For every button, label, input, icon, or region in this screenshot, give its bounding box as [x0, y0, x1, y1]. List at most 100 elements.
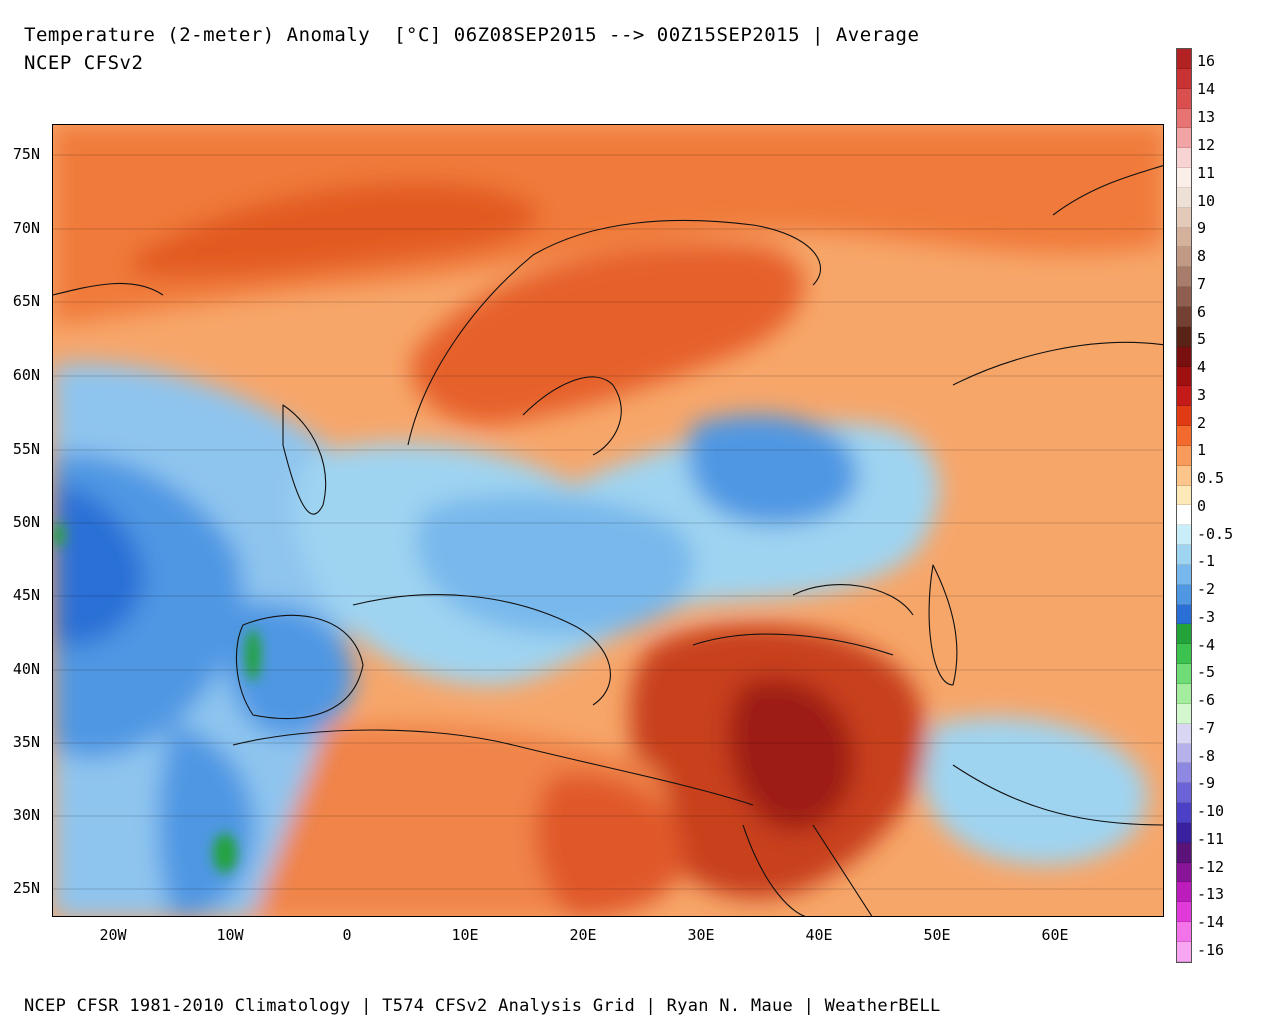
colorbar-label: 4: [1197, 358, 1207, 376]
lon-label-10e: 10E: [451, 926, 479, 944]
colorbar-swatch: [1177, 564, 1191, 585]
model-name: NCEP CFSv2: [24, 52, 144, 74]
chart-title: Temperature (2-meter) Anomaly [°C] 06Z08…: [24, 24, 920, 46]
colorbar-swatch: [1177, 247, 1191, 268]
colorbar-swatch: [1177, 406, 1191, 427]
colorbar-label: -2: [1197, 580, 1216, 598]
lat-label-75n: 75N: [12, 145, 40, 163]
colorbar-label: -5: [1197, 663, 1216, 681]
colorbar-swatch: [1177, 465, 1191, 486]
lat-label-30n: 30N: [12, 806, 40, 824]
colorbar-swatch: [1177, 644, 1191, 665]
colorbar-label: 1: [1197, 441, 1207, 459]
colorbar-label: -8: [1197, 747, 1216, 765]
colorbar-swatch: [1177, 664, 1191, 684]
lon-label-60e: 60E: [1041, 926, 1069, 944]
colorbar-swatch: [1177, 187, 1191, 208]
colorbar-label: -3: [1197, 608, 1216, 626]
north-africa-coast: [232, 729, 754, 806]
lon-label-30e: 30E: [687, 926, 715, 944]
colorbar-swatch: [1177, 49, 1191, 69]
colorbar-label: 7: [1197, 275, 1207, 293]
colorbar-label: 12: [1197, 136, 1216, 154]
colorbar-swatch: [1177, 168, 1191, 188]
colorbar-label: -7: [1197, 719, 1216, 737]
colorbar-swatch: [1177, 803, 1191, 823]
colorbar-swatch: [1177, 227, 1191, 248]
colorbar-swatch: [1177, 485, 1191, 506]
lat-label-55n: 55N: [12, 440, 40, 458]
colorbar-label: -1: [1197, 552, 1216, 570]
colorbar-swatch: [1177, 366, 1191, 387]
colorbar-label: -13: [1197, 885, 1225, 903]
colorbar-swatch: [1177, 207, 1191, 228]
lat-label-70n: 70N: [12, 219, 40, 237]
colorbar-swatch: [1177, 763, 1191, 784]
colorbar-label: -11: [1197, 830, 1225, 848]
med-north-coast: [352, 594, 611, 706]
colorbar-label: 2: [1197, 414, 1207, 432]
lon-label-50e: 50E: [923, 926, 951, 944]
colorbar-label: -14: [1197, 913, 1225, 931]
colorbar-swatch: [1177, 743, 1191, 764]
lat-label-65n: 65N: [12, 292, 40, 310]
scandinavia-coast: [407, 219, 822, 446]
colorbar-swatch: [1177, 783, 1191, 804]
colorbar-swatch: [1177, 267, 1191, 288]
colorbar-swatch: [1177, 88, 1191, 109]
colorbar-swatch: [1177, 505, 1191, 526]
lat-label-60n: 60N: [12, 366, 40, 384]
colorbar-swatch: [1177, 148, 1191, 169]
colorbar-label: -0.5: [1197, 525, 1234, 543]
colorbar-label: 8: [1197, 247, 1207, 265]
colorbar-swatch: [1177, 108, 1191, 129]
colorbar-label: -16: [1197, 941, 1225, 959]
footer-credits: NCEP CFSR 1981-2010 Climatology | T574 C…: [24, 996, 941, 1016]
colorbar-label: 13: [1197, 108, 1216, 126]
colorbar-label: 5: [1197, 330, 1207, 348]
anatolia-coast: [692, 633, 894, 656]
colorbar-label: -12: [1197, 858, 1225, 876]
colorbar-label: 0: [1197, 497, 1207, 515]
colorbar-label: -4: [1197, 636, 1216, 654]
colorbar-label: 16: [1197, 52, 1216, 70]
lon-label-0: 0: [342, 926, 352, 944]
lat-label-35n: 35N: [12, 733, 40, 751]
colorbar-swatch: [1177, 287, 1191, 307]
colorbar-swatch: [1177, 604, 1191, 625]
colorbar-label: -10: [1197, 802, 1225, 820]
lat-label-45n: 45N: [12, 586, 40, 604]
colorbar-label: 11: [1197, 164, 1216, 182]
colorbar-swatch: [1177, 624, 1191, 645]
colorbar-swatch: [1177, 426, 1191, 446]
lon-label-40e: 40E: [805, 926, 833, 944]
colorbar-swatch: [1177, 922, 1191, 942]
colorbar-swatch: [1177, 545, 1191, 565]
britain-coast: [282, 404, 327, 515]
caspian-coast: [928, 564, 958, 686]
colorbar-swatch: [1177, 326, 1191, 347]
colorbar-swatch: [1177, 684, 1191, 704]
anomaly-map-canvas: [53, 125, 1163, 916]
colorbar-swatch: [1177, 723, 1191, 744]
colorbar-swatch: [1177, 584, 1191, 605]
colorbar-label: 3: [1197, 386, 1207, 404]
anomaly-map: [52, 124, 1164, 917]
lon-label-10w: 10W: [216, 926, 244, 944]
lat-label-50n: 50N: [12, 513, 40, 531]
lat-label-25n: 25N: [12, 879, 40, 897]
lon-label-20w: 20W: [99, 926, 127, 944]
colorbar-swatch: [1177, 822, 1191, 843]
colorbar-swatch: [1177, 386, 1191, 407]
colorbar-swatch: [1177, 941, 1191, 962]
iberia-coast: [235, 614, 364, 720]
colorbar-label: 10: [1197, 192, 1216, 210]
colorbar-swatch: [1177, 882, 1191, 903]
colorbar-swatch: [1177, 346, 1191, 367]
colorbar-label: 9: [1197, 219, 1207, 237]
colorbar-swatch: [1177, 306, 1191, 327]
lon-label-20e: 20E: [569, 926, 597, 944]
colorbar: [1176, 48, 1192, 963]
colorbar-swatch: [1177, 902, 1191, 923]
colorbar-label: -6: [1197, 691, 1216, 709]
